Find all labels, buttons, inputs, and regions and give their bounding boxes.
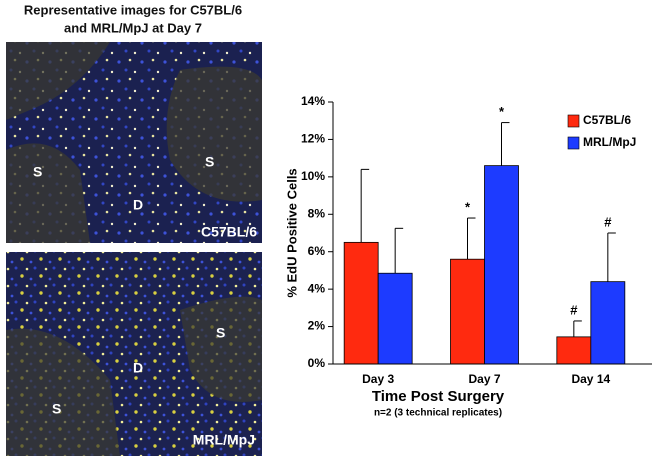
y-tick-label: 2%: [308, 319, 326, 333]
panel-label: S: [205, 154, 214, 170]
bar: [484, 165, 519, 365]
x-tick-label: Day 14: [571, 372, 610, 386]
y-tick-label: 0%: [308, 356, 326, 370]
figure-title: Representative images for C57BL/6: [24, 2, 242, 17]
panel-label: S: [216, 325, 225, 341]
y-tick-label: 14%: [301, 94, 325, 108]
image-panel: D S S MRL/MpJ: [6, 252, 262, 456]
y-tick-label: 10%: [301, 169, 325, 183]
panel-name: C57BL/6: [201, 224, 257, 240]
bar: [556, 336, 592, 365]
figure-title: and MRL/MpJ at Day 7: [64, 20, 202, 35]
panel-label: S: [52, 401, 61, 417]
x-axis-sublabel: n=2 (3 technical replicates): [374, 408, 502, 419]
panel-name: MRL/MpJ: [193, 432, 255, 448]
chart: 0% 2% 4% 6% 8% 10% 12% 14% % EdU Positive Cells T…: [284, 94, 652, 419]
significance-marker: #: [604, 214, 612, 229]
legend-label: MRL/MpJ: [583, 135, 636, 149]
panel-label: S: [33, 164, 42, 180]
significance-marker: *: [465, 199, 471, 214]
y-axis-label: % EdU Positive Cells: [284, 168, 299, 297]
bar: [450, 258, 485, 365]
legend-swatch: [567, 114, 580, 128]
panel-label: D: [133, 197, 143, 213]
significance-marker: *: [499, 104, 505, 119]
y-tick-label: 4%: [308, 281, 326, 295]
bar: [377, 272, 413, 365]
y-tick-label: 8%: [308, 206, 326, 220]
x-axis-label: Time Post Surgery: [372, 388, 505, 405]
y-tick-label: 12%: [301, 132, 325, 146]
y-tick-label: 6%: [308, 244, 326, 258]
legend-swatch: [567, 136, 580, 150]
significance-marker: #: [570, 302, 578, 317]
x-tick-label: Day 3: [362, 372, 394, 386]
legend-label: C57BL/6: [583, 113, 631, 127]
panel-label: D: [133, 360, 143, 376]
image-panel: S D S C57BL/6: [6, 42, 262, 243]
x-tick-label: Day 7: [468, 372, 500, 386]
bar: [590, 281, 626, 365]
bar: [343, 241, 379, 365]
